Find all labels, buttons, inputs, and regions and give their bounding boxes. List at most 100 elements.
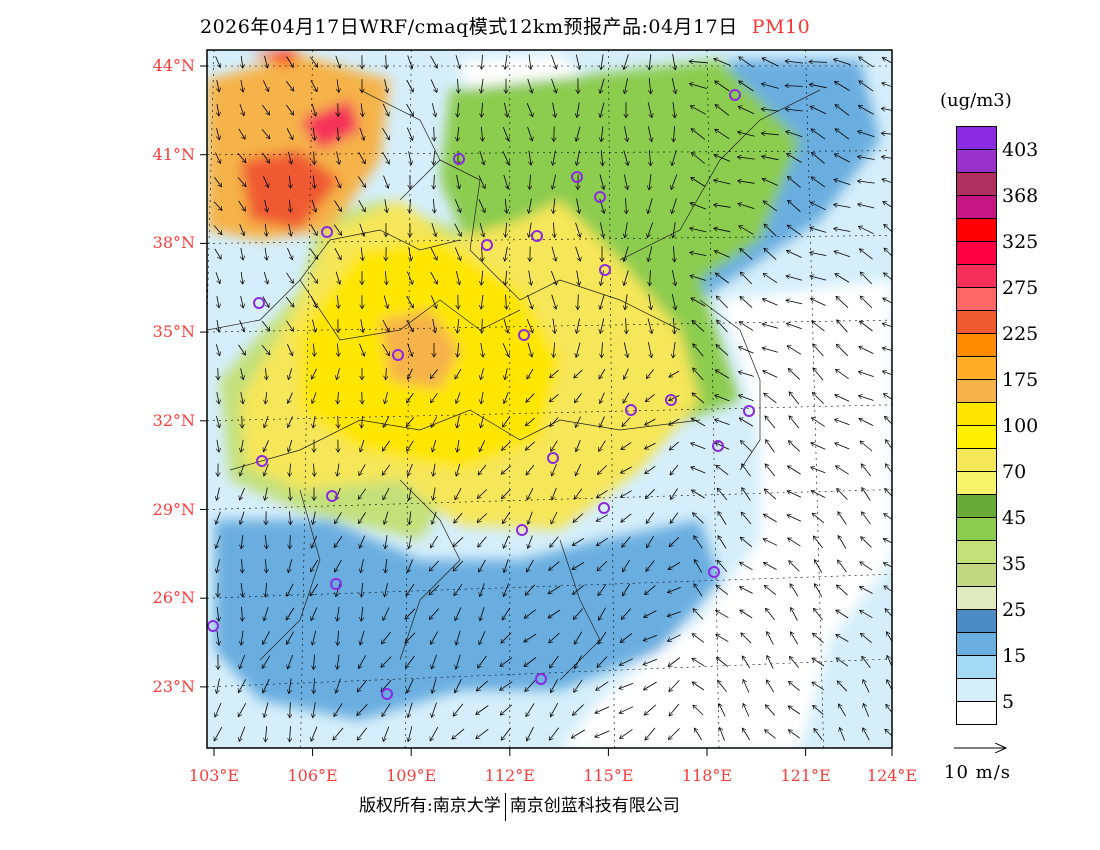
wind-arrow-icon [715,419,730,425]
wind-arrow-icon [214,726,223,741]
wind-arrow-icon [643,658,658,665]
wind-arrow-icon [836,344,848,357]
wind-arrow-icon [785,86,803,87]
wind-arrow-icon [785,61,803,63]
wind-arrow-icon [575,222,581,237]
wind-arrow-icon [624,78,628,93]
wind-arrow-icon [789,584,799,597]
wind-arrow-icon [883,201,892,208]
wind-arrow-icon [309,56,318,67]
copyright-right: 南京创蓝科技有限公司 [509,796,680,816]
wind-arrow-icon [285,80,294,91]
wind-arrow-icon [811,491,826,498]
wind-arrow-icon [361,559,364,573]
wind-arrow-icon [433,198,434,213]
legend-swatch [957,633,996,656]
city-marker-icon [453,153,465,165]
legend-swatch [957,518,996,541]
wind-arrow-icon [456,630,461,645]
wind-arrow-icon [834,229,851,232]
wind-arrow-icon [433,463,435,477]
wind-arrow-icon [834,154,850,163]
wind-arrow-icon [715,129,730,140]
city-marker-icon [599,264,611,276]
wind-arrow-icon [716,658,728,667]
wind-arrow-icon [764,489,777,500]
wind-arrow-icon [265,199,268,212]
wind-arrow-icon [670,488,678,500]
wind-arrow-icon [838,704,846,717]
wind-arrow-icon [241,271,243,284]
wind-arrow-icon [290,487,291,501]
wind-arrow-icon [549,632,560,643]
wind-arrow-icon [837,536,847,549]
wind-arrow-icon [551,294,557,309]
wind-arrow-icon [738,203,755,209]
wind-arrow-icon [358,488,367,500]
wind-arrow-icon [431,103,435,117]
wind-arrow-icon [502,512,511,523]
wind-reference-label: 10 m/s [944,762,1011,783]
wind-arrow-icon [238,200,246,211]
wind-arrow-icon [381,656,392,668]
legend-swatch [957,656,996,679]
wind-arrow-icon [309,248,318,259]
wind-arrow-icon [740,537,753,548]
wind-arrow-icon [382,103,389,116]
wind-arrow-icon [574,392,582,403]
wind-arrow-icon [455,488,462,500]
wind-arrow-icon [361,415,362,428]
legend-swatch [957,357,996,380]
wind-arrow-icon [430,247,437,260]
wind-arrow-icon [432,439,437,452]
wind-arrow-icon [549,727,560,741]
wind-arrow-icon [334,512,342,523]
wind-reference-arrow-icon [954,740,1012,754]
lat-gridline [207,489,892,510]
wind-arrow-icon [361,247,363,260]
wind-arrow-icon [672,198,677,213]
lat-gridline [207,573,892,599]
wind-arrow-icon [694,584,703,597]
wind-arrow-icon [787,491,802,498]
wind-arrow-icon [500,681,513,691]
wind-arrow-icon [646,535,654,548]
wind-arrow-icon [264,416,269,428]
wind-arrow-icon [334,248,341,260]
wind-arrow-icon [645,585,656,594]
wind-arrow-icon [336,678,341,693]
wind-arrow-icon [813,705,824,715]
wind-arrow-icon [690,203,707,210]
lon-gridline [608,50,615,748]
legend-swatch [957,127,996,150]
wind-arrow-icon [626,318,627,334]
wind-arrow-icon [313,702,316,717]
wind-arrow-icon [575,416,582,428]
wind-arrow-icon [861,537,872,548]
wind-arrow-icon [408,702,413,718]
wind-arrow-icon [623,342,628,357]
wind-arrow-icon [430,631,439,645]
wind-arrow-icon [623,174,627,189]
wind-arrow-icon [598,440,606,452]
wind-arrow-icon [526,464,535,475]
wind-arrow-icon [552,102,556,118]
wind-arrow-icon [285,104,294,115]
wind-arrow-icon [215,56,221,67]
wind-arrow-icon [882,348,892,352]
wind-arrow-icon [624,270,629,286]
wind-arrow-icon [431,223,436,236]
wind-arrow-icon [812,658,825,667]
wind-arrow-icon [600,102,605,118]
lat-gridline [207,235,892,244]
wind-arrow-icon [431,416,438,428]
latitude-label: 41°N [152,144,195,164]
concentration-field [207,50,892,748]
wind-arrow-icon [263,271,268,284]
latitude-label: 38°N [152,233,195,253]
wind-arrow-icon [360,630,365,645]
wind-arrow-icon [407,392,414,403]
wind-arrow-icon [263,176,268,187]
wind-arrow-icon [595,706,610,714]
wind-arrow-icon [577,102,580,118]
